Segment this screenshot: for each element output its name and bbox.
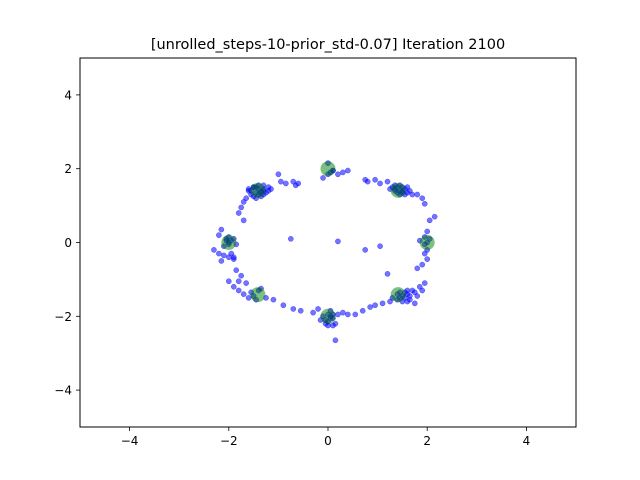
generated-sample-point	[406, 293, 413, 299]
generated-sample-point	[424, 228, 431, 235]
generated-sample-point	[245, 295, 252, 301]
generated-sample-point	[414, 265, 421, 272]
generated-sample-point	[287, 235, 294, 242]
x-tick-label: −2	[220, 434, 238, 448]
generated-sample-point	[282, 180, 289, 187]
generated-sample-point	[377, 243, 383, 250]
target-mode-point	[390, 182, 406, 198]
generated-sample-point	[270, 296, 277, 303]
plot-area-frame	[79, 57, 577, 428]
target-mode-point	[419, 235, 435, 250]
y-tick-label: −4	[54, 384, 72, 398]
generated-sample-point	[216, 250, 222, 257]
generated-sample-point	[275, 171, 282, 178]
generated-sample-point	[292, 182, 299, 189]
generated-sample-point	[320, 175, 326, 181]
generated-sample-point	[384, 271, 391, 277]
target-mode-point	[250, 182, 266, 198]
target-mode-point	[320, 308, 336, 324]
generated-sample-point	[268, 186, 274, 192]
generated-sample-point	[211, 247, 217, 253]
generated-sample-point	[297, 307, 304, 314]
generated-sample-point	[233, 267, 240, 274]
y-tick-label: 0	[64, 236, 72, 250]
generated-sample-point	[230, 283, 237, 290]
generated-sample-point	[278, 178, 284, 185]
generated-sample-point	[330, 322, 336, 329]
generated-sample-point	[310, 309, 316, 316]
generated-sample-point	[384, 178, 391, 185]
generated-sample-point	[235, 210, 242, 216]
generated-sample-point	[362, 176, 369, 183]
generated-sample-point	[409, 191, 416, 198]
generated-sample-point	[218, 258, 225, 264]
generated-sample-point	[411, 289, 418, 296]
generated-sample-point	[421, 200, 428, 207]
generated-sample-point	[359, 307, 366, 314]
generated-sample-point	[315, 306, 321, 312]
generated-sample-point	[332, 337, 339, 344]
generated-sample-point	[419, 195, 426, 202]
generated-sample-point	[404, 298, 411, 305]
generated-sample-point	[424, 256, 431, 262]
generated-sample-point	[240, 291, 247, 298]
generated-sample-point	[230, 254, 237, 261]
x-tick-label: 0	[324, 434, 332, 448]
y-tick-label: 2	[64, 162, 72, 176]
generated-sample-point	[238, 204, 245, 211]
generated-sample-point	[414, 191, 421, 198]
generated-sample-point	[411, 300, 418, 307]
target-mode-point	[221, 235, 237, 250]
target-modes-series	[221, 161, 435, 324]
generated-sample-point	[216, 232, 222, 238]
target-mode-point	[250, 287, 266, 303]
axis-ticks: −4 −2 0 2 4 −4 −2 0 2 4	[54, 88, 530, 448]
target-mode-point	[390, 287, 406, 303]
generated-sample-point	[377, 180, 383, 187]
x-tick-label: −4	[121, 434, 139, 448]
x-tick-label: 4	[523, 434, 531, 448]
generated-sample-point	[367, 304, 374, 310]
generated-sample-point	[225, 278, 232, 285]
points-layer	[211, 160, 438, 344]
generated-sample-point	[240, 199, 247, 205]
generated-sample-point	[280, 302, 287, 309]
generated-sample-point	[344, 167, 351, 174]
generated-sample-point	[404, 287, 411, 294]
generated-sample-point	[379, 300, 386, 307]
generated-sample-point	[340, 169, 346, 176]
generated-sample-point	[431, 213, 438, 220]
generated-sample-point	[426, 217, 433, 224]
generated-sample-point	[238, 272, 245, 279]
generated-sample-point	[352, 311, 359, 318]
target-mode-point	[320, 161, 336, 177]
generated-sample-point	[372, 176, 378, 183]
generated-sample-point	[220, 252, 227, 259]
generated-sample-point	[235, 278, 242, 285]
generated-sample-point	[335, 238, 341, 245]
generated-sample-point	[362, 247, 369, 253]
generated-sample-point	[218, 226, 225, 233]
chart-title: [unrolled_steps-10-prior_std-0.07] Itera…	[151, 37, 505, 53]
generated-sample-point	[335, 171, 341, 178]
generated-sample-point	[340, 309, 346, 316]
generated-sample-point	[235, 287, 242, 294]
generated-sample-point	[290, 306, 297, 312]
generated-sample-point	[335, 311, 341, 318]
x-tick-label: 2	[423, 434, 431, 448]
y-tick-label: −2	[54, 310, 72, 324]
y-tick-label: 4	[64, 88, 72, 102]
generated-sample-point	[240, 217, 247, 224]
generated-sample-point	[421, 280, 428, 286]
generated-sample-point	[416, 283, 423, 290]
generated-sample-point	[344, 311, 351, 318]
generated-sample-point	[243, 280, 250, 286]
generated-sample-point	[419, 261, 426, 268]
generated-sample-point	[372, 302, 378, 309]
